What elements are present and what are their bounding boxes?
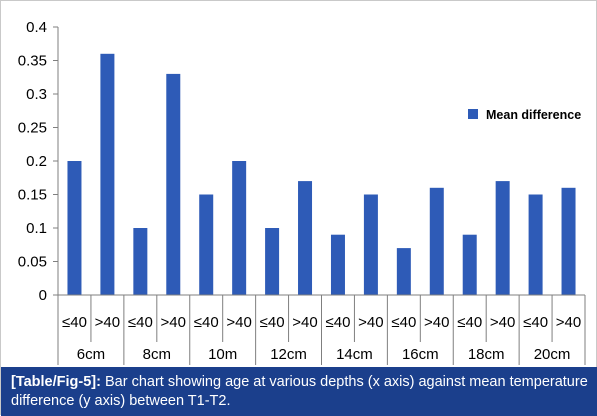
x-subcategory-label: ≤40 xyxy=(391,314,416,331)
caption-tag: [Table/Fig-5]: xyxy=(11,374,101,390)
bar xyxy=(495,181,510,295)
y-tick-label: 0 xyxy=(39,287,47,304)
bar xyxy=(298,181,313,295)
bar-chart: 0 0.05 0.1 0.15 0.2 0.25 0.3 0.35 0.4 ≤40 >40 ≤40 >… xyxy=(18,19,586,365)
y-tick-label: 0.35 xyxy=(18,53,47,70)
x-group-label: 10m xyxy=(208,346,237,363)
legend: Mean difference xyxy=(468,108,581,122)
y-tick-label: 0.15 xyxy=(18,187,47,204)
y-axis: 0 0.05 0.1 0.15 0.2 0.25 0.3 0.35 0.4 xyxy=(18,19,59,304)
bar xyxy=(133,228,148,295)
legend-label: Mean difference xyxy=(486,108,581,122)
x-group-label: 12cm xyxy=(270,346,307,363)
x-subcategory-label: >40 xyxy=(424,314,449,331)
y-tick-label: 0.2 xyxy=(26,153,47,170)
caption-text: Bar chart showing age at various depths … xyxy=(11,374,588,409)
bar xyxy=(67,161,82,295)
bars xyxy=(67,53,576,296)
x-group-label: 6cm xyxy=(77,346,105,363)
x-subcategory-label: ≤40 xyxy=(260,314,285,331)
bar xyxy=(462,234,477,295)
y-tick-label: 0.25 xyxy=(18,120,47,137)
bar xyxy=(265,228,280,295)
y-tick-label: 0.05 xyxy=(18,254,47,271)
legend-swatch xyxy=(468,109,478,119)
bar xyxy=(396,248,411,295)
figure-caption: [Table/Fig-5]: Bar chart showing age at … xyxy=(1,367,597,416)
x-axis: ≤40 >40 ≤40 >40 ≤40 >40 ≤40 >40 ≤40 >40 ≤40 >40 ≤40 >… xyxy=(57,294,586,365)
bar xyxy=(232,161,247,295)
x-group-label: 14cm xyxy=(336,346,373,363)
bar xyxy=(330,234,345,295)
x-subcategory-label: >40 xyxy=(292,314,317,331)
x-subcategory-label: >40 xyxy=(490,314,515,331)
x-subcategory-label: ≤40 xyxy=(194,314,219,331)
y-tick-label: 0.4 xyxy=(26,19,47,36)
bar xyxy=(528,194,543,295)
x-subcategory-label: ≤40 xyxy=(457,314,482,331)
x-group-label: 8cm xyxy=(143,346,171,363)
x-subcategory-label: >40 xyxy=(556,314,581,331)
bar xyxy=(199,194,214,295)
x-subcategory-label: >40 xyxy=(161,314,186,331)
x-subcategory-label: >40 xyxy=(226,314,251,331)
x-subcategory-label: >40 xyxy=(358,314,383,331)
x-subcategory-label: ≤40 xyxy=(62,314,87,331)
x-group-label: 18cm xyxy=(468,346,505,363)
x-subcategory-label: >40 xyxy=(95,314,120,331)
x-subcategory-label: ≤40 xyxy=(326,314,351,331)
y-tick-label: 0.3 xyxy=(26,86,47,103)
bar xyxy=(429,187,444,295)
bar xyxy=(363,194,378,295)
bar xyxy=(561,187,576,295)
x-group-label: 16cm xyxy=(402,346,439,363)
y-tick-label: 0.1 xyxy=(26,220,47,237)
bar xyxy=(166,73,181,296)
x-subcategory-label: ≤40 xyxy=(523,314,548,331)
bar xyxy=(100,53,115,295)
x-group-label: 20cm xyxy=(534,346,571,363)
x-subcategory-label: ≤40 xyxy=(128,314,153,331)
